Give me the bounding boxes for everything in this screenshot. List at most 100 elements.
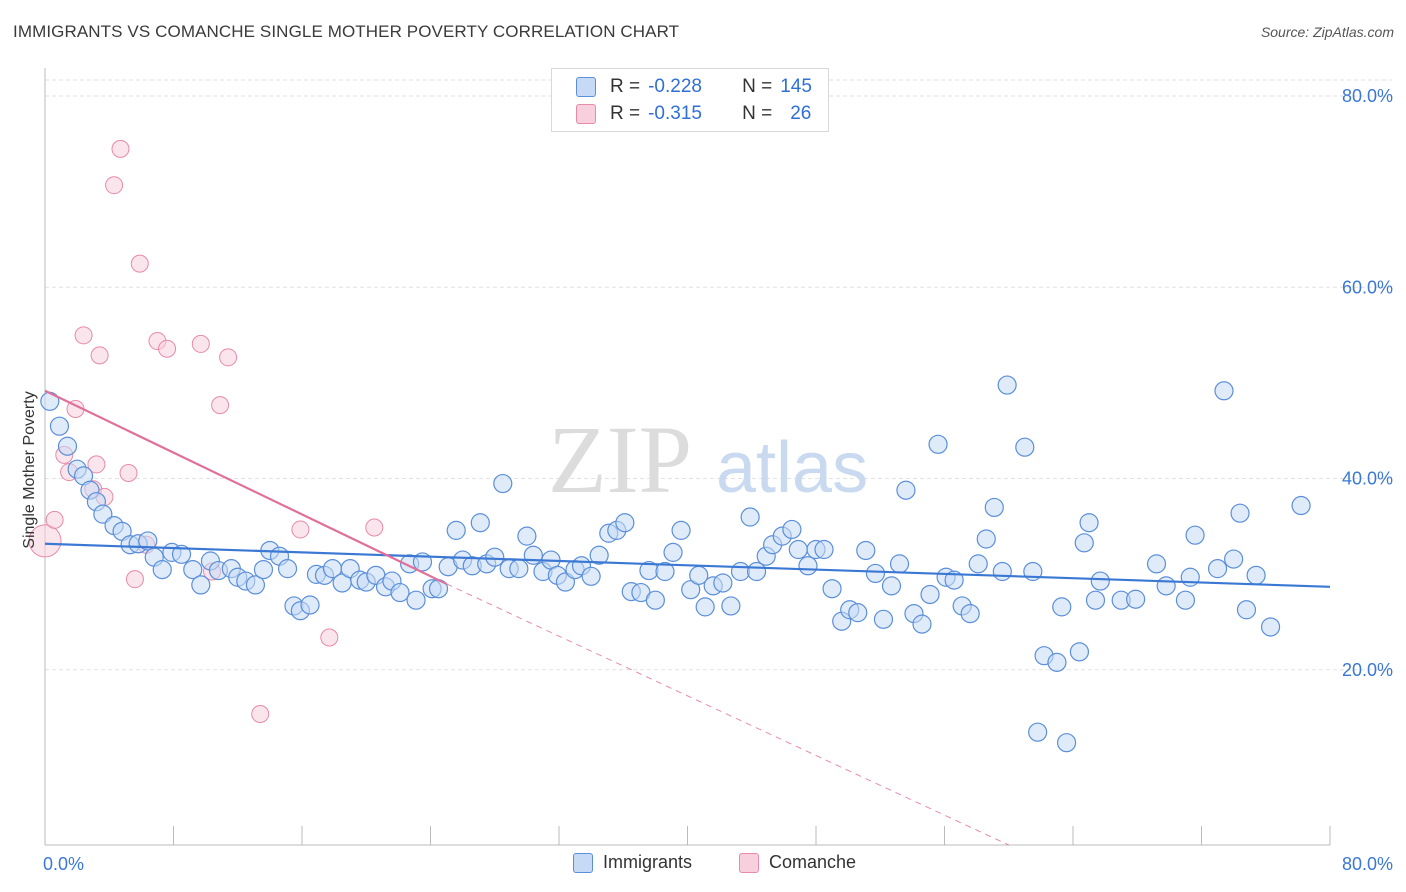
- legend-swatch-immigrants: [576, 77, 596, 97]
- immigrants-point: [968, 554, 988, 574]
- immigrants-point: [1224, 549, 1244, 569]
- comanche-point: [365, 518, 384, 537]
- x-tick-label: 0.0%: [43, 854, 84, 874]
- immigrants-point: [183, 559, 203, 580]
- comanche-point: [251, 704, 270, 723]
- immigrants-point: [944, 570, 964, 590]
- immigrants-point: [1175, 590, 1196, 610]
- immigrants-point: [446, 520, 466, 540]
- immigrants-point: [523, 545, 543, 565]
- immigrants-point: [848, 603, 868, 623]
- immigrants-point: [865, 563, 886, 584]
- source-label: Source: ZipAtlas.com: [1260, 24, 1394, 40]
- immigrants-point: [1180, 567, 1200, 587]
- comanche-points: [28, 139, 384, 723]
- immigrants-point: [782, 519, 802, 540]
- immigrants-point: [814, 539, 834, 560]
- immigrants-point: [93, 504, 113, 524]
- n-value: 145: [780, 76, 812, 97]
- comanche-trend-line: [44, 389, 448, 585]
- r-value: -0.228: [648, 76, 702, 97]
- immigrants-point: [1207, 559, 1228, 579]
- comanche-trend-extension: [446, 583, 1009, 846]
- immigrants-point: [1090, 571, 1110, 591]
- legend-item-immigrants[interactable]: Immigrants: [573, 852, 692, 873]
- comanche-point: [191, 334, 210, 353]
- x-tick-label: 80.0%: [1342, 854, 1393, 874]
- immigrants-point: [1246, 565, 1266, 585]
- immigrants-point: [920, 584, 940, 605]
- comanche-point: [105, 176, 124, 195]
- comanche-point: [125, 570, 144, 589]
- immigrants-point: [1028, 722, 1048, 742]
- r-label: R =: [610, 103, 641, 124]
- legend-row-comanche: R = -0.315 N = 26: [576, 101, 811, 127]
- comanche-point: [28, 524, 62, 558]
- immigrants-point: [889, 554, 910, 574]
- n-value: 26: [790, 103, 812, 124]
- axes: [44, 68, 1331, 846]
- immigrants-point: [976, 529, 996, 549]
- comanche-point: [158, 339, 177, 358]
- immigrants-point: [822, 579, 842, 599]
- immigrants-point: [390, 582, 410, 603]
- immigrants-point: [873, 609, 894, 629]
- watermark: ZIP atlas: [548, 406, 868, 513]
- immigrants-point: [928, 434, 948, 454]
- y-tick-label: 40.0%: [1342, 469, 1393, 489]
- legend-swatch-comanche: [739, 852, 759, 873]
- immigrants-point: [300, 595, 320, 615]
- immigrants-point: [1056, 733, 1077, 753]
- immigrants-point: [1146, 554, 1167, 574]
- immigrants-point: [713, 573, 733, 593]
- comanche-point: [219, 348, 238, 367]
- immigrants-point: [997, 375, 1017, 395]
- y-tick-label: 20.0%: [1342, 660, 1393, 680]
- immigrants-point: [1185, 525, 1205, 545]
- immigrants-point: [992, 561, 1012, 582]
- immigrants-point: [788, 539, 808, 560]
- r-label: R =: [610, 76, 641, 97]
- immigrants-trend-line: [44, 542, 1331, 588]
- comanche-point: [74, 326, 93, 345]
- comanche-point: [119, 464, 138, 483]
- watermark-atlas: atlas: [716, 428, 868, 508]
- immigrants-point: [1052, 597, 1072, 617]
- immigrants-point: [191, 575, 211, 595]
- correlation-legend: R = -0.228 N = 145 R = -0.315 N = 26: [551, 68, 829, 132]
- immigrants-point: [881, 576, 902, 596]
- immigrants-point: [485, 547, 505, 567]
- immigrants-point: [49, 416, 70, 436]
- legend-item-comanche[interactable]: Comanche: [739, 852, 856, 873]
- y-tick-label: 80.0%: [1342, 86, 1393, 106]
- immigrants-point: [493, 473, 513, 494]
- immigrants-point: [1214, 381, 1234, 401]
- immigrants-point: [509, 559, 529, 579]
- immigrants-point: [1085, 590, 1106, 610]
- immigrants-point: [1047, 652, 1067, 672]
- chart-title: IMMIGRANTS VS COMANCHE SINGLE MOTHER POV…: [13, 22, 680, 41]
- comanche-point: [90, 346, 109, 365]
- legend-swatch-comanche: [576, 104, 596, 124]
- immigrants-point: [406, 590, 426, 610]
- immigrants-point: [721, 596, 741, 616]
- immigrants-point: [517, 526, 537, 546]
- immigrants-point: [470, 513, 490, 533]
- immigrants-point: [663, 542, 683, 562]
- comanche-point: [45, 510, 64, 529]
- r-value: -0.315: [648, 103, 702, 124]
- trend-lines: [44, 389, 1331, 846]
- immigrants-point: [589, 545, 609, 565]
- immigrants-point: [152, 559, 172, 580]
- n-label: N =: [742, 103, 773, 124]
- immigrants-point: [1079, 513, 1099, 533]
- immigrants-point: [1069, 642, 1090, 662]
- immigrants-point: [856, 540, 876, 561]
- immigrants-point: [671, 520, 691, 540]
- immigrants-point: [277, 559, 298, 579]
- immigrants-point: [960, 603, 980, 624]
- series-legend: Immigrants Comanche: [0, 852, 1406, 878]
- immigrants-point: [1260, 617, 1281, 637]
- immigrants-point: [57, 436, 78, 456]
- immigrants-point: [1230, 503, 1250, 523]
